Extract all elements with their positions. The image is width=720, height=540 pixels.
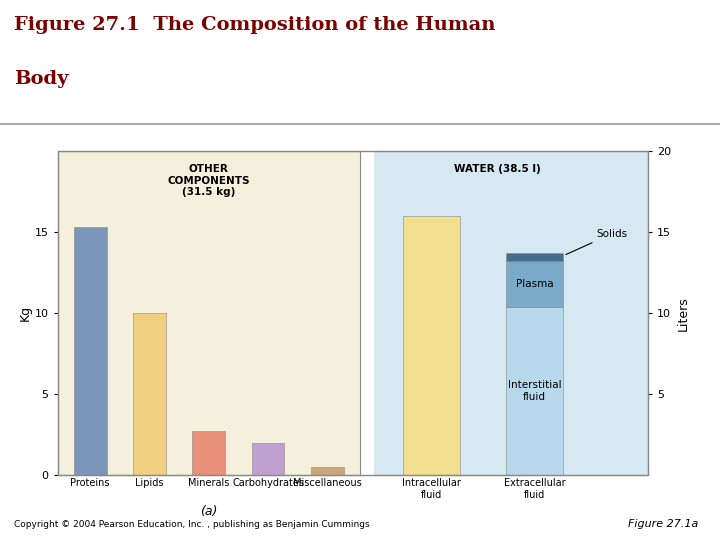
Bar (506, 307, 563, 475)
Bar (74, 227, 107, 475)
Text: WATER (38.5 l): WATER (38.5 l) (454, 164, 541, 174)
Bar (506, 253, 563, 261)
Text: Solids: Solids (566, 229, 628, 254)
Y-axis label: Liters: Liters (677, 296, 690, 330)
Text: (a): (a) (200, 505, 217, 518)
Bar (402, 216, 459, 475)
Bar (133, 313, 166, 475)
Text: Figure 27.1  The Composition of the Human: Figure 27.1 The Composition of the Human (14, 16, 496, 34)
Text: Body: Body (14, 70, 69, 88)
Text: Figure 27.1a: Figure 27.1a (628, 519, 698, 529)
Bar (506, 261, 563, 307)
Text: Interstitial
fluid: Interstitial fluid (508, 380, 562, 402)
Bar (252, 443, 284, 475)
Y-axis label: Kg: Kg (19, 305, 32, 321)
Bar (311, 467, 343, 475)
Text: OTHER
COMPONENTS
(31.5 kg): OTHER COMPONENTS (31.5 kg) (168, 164, 250, 197)
Text: Copyright © 2004 Pearson Education, Inc. , publishing as Benjamin Cummings: Copyright © 2004 Pearson Education, Inc.… (14, 520, 370, 529)
Bar (192, 431, 225, 475)
Text: Plasma: Plasma (516, 279, 553, 289)
